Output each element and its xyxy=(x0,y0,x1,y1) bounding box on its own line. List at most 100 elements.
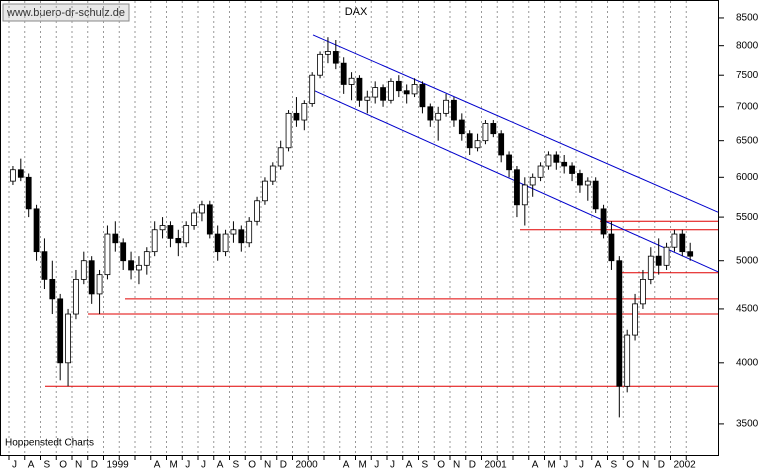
x-tick-label: 2000 xyxy=(296,460,319,471)
y-tick-label: 5500 xyxy=(736,212,759,223)
x-tick-label: S xyxy=(422,460,429,471)
candle-body xyxy=(592,180,599,210)
candle-body xyxy=(435,112,442,121)
candle-body xyxy=(419,84,426,108)
plot-frame xyxy=(0,0,719,456)
candle-body xyxy=(616,260,623,387)
x-tick-label: A xyxy=(595,460,602,471)
candle-body xyxy=(206,204,213,235)
candle-body xyxy=(246,220,253,244)
candle-body xyxy=(230,229,237,235)
candle-body xyxy=(466,133,473,149)
x-tick-label: A xyxy=(217,460,224,471)
candle-body xyxy=(372,87,379,98)
candle-body xyxy=(498,133,505,156)
candle-body xyxy=(553,154,560,163)
x-tick-label: S xyxy=(611,460,618,471)
candle-body xyxy=(167,225,174,239)
candle-body xyxy=(65,313,71,364)
candle-body xyxy=(33,208,40,253)
candle-body xyxy=(600,208,607,235)
x-tick-label: D xyxy=(280,460,287,471)
candle-body xyxy=(679,233,686,253)
candle-body xyxy=(143,251,150,266)
candle-body xyxy=(569,165,575,174)
candle-body xyxy=(506,154,512,171)
candle-body xyxy=(340,62,347,85)
candle-body xyxy=(443,99,449,114)
candle-body xyxy=(88,260,95,295)
candle-body xyxy=(490,123,497,135)
x-tick-label: N xyxy=(75,460,82,471)
candle-body xyxy=(537,165,544,178)
x-tick-label: J xyxy=(390,460,395,471)
candle-body xyxy=(277,147,284,167)
candle-body xyxy=(577,173,583,186)
x-tick-label: J xyxy=(185,460,190,471)
watermark-box xyxy=(2,3,130,22)
candle-body xyxy=(458,119,465,135)
x-tick-label: 1999 xyxy=(107,460,130,471)
candle-body xyxy=(293,112,300,121)
candle-body xyxy=(41,251,48,280)
x-tick-label: M xyxy=(359,460,367,471)
x-tick-label: O xyxy=(437,460,445,471)
candle-body xyxy=(663,246,670,266)
candle-body xyxy=(482,123,489,142)
x-tick-label: S xyxy=(44,460,51,471)
y-tick-label: 7000 xyxy=(736,101,759,112)
candle-body xyxy=(191,212,197,226)
candle-body xyxy=(17,169,24,178)
x-tick-label: D xyxy=(658,460,665,471)
candle-body xyxy=(411,84,418,95)
y-tick-label: 8000 xyxy=(736,40,759,51)
candle-body xyxy=(128,260,134,271)
candle-body xyxy=(655,255,662,266)
candle-body xyxy=(254,200,260,222)
y-tick-label: 3500 xyxy=(736,419,759,430)
candle-body xyxy=(285,112,292,149)
candle-body xyxy=(521,184,528,206)
candle-body xyxy=(584,180,591,186)
y-tick-label: 4500 xyxy=(736,304,759,315)
candle-body xyxy=(49,278,56,300)
candle-body xyxy=(608,233,615,262)
candle-body xyxy=(671,233,678,248)
x-tick-label: O xyxy=(248,460,256,471)
candle-body xyxy=(120,242,127,262)
candle-body xyxy=(561,161,568,167)
x-tick-label: D xyxy=(469,460,476,471)
candle-body xyxy=(96,274,103,295)
candle-body xyxy=(10,169,16,182)
candle-body xyxy=(80,260,87,280)
candle-body xyxy=(427,106,434,121)
candle-body xyxy=(183,225,190,244)
candle-body xyxy=(159,225,166,231)
candle-body xyxy=(380,87,386,101)
candle-body xyxy=(309,74,316,104)
x-tick-label: 2002 xyxy=(674,460,697,471)
x-tick-label: D xyxy=(91,460,98,471)
watermark: www.buero-dr-schulz.de xyxy=(6,7,125,19)
y-tick-label: 4000 xyxy=(736,357,759,368)
candle-body xyxy=(348,77,355,85)
candle-body xyxy=(388,80,394,101)
x-tick-label: A xyxy=(154,460,161,471)
x-tick-label: N xyxy=(264,460,271,471)
candle-body xyxy=(317,53,323,76)
x-tick-label: J xyxy=(12,460,17,471)
candle-body xyxy=(269,165,276,182)
x-tick-label: N xyxy=(642,460,649,471)
candle-body xyxy=(199,204,205,214)
y-tick-label: 8500 xyxy=(736,13,759,24)
candle-body xyxy=(474,140,481,149)
x-tick-label: M xyxy=(170,460,178,471)
x-tick-label: O xyxy=(626,460,634,471)
candle-body xyxy=(325,51,331,55)
candle-body xyxy=(529,176,536,186)
x-tick-label: O xyxy=(59,460,67,471)
candle-body xyxy=(301,103,308,121)
x-tick-label: N xyxy=(453,460,460,471)
candle-body xyxy=(545,154,552,167)
